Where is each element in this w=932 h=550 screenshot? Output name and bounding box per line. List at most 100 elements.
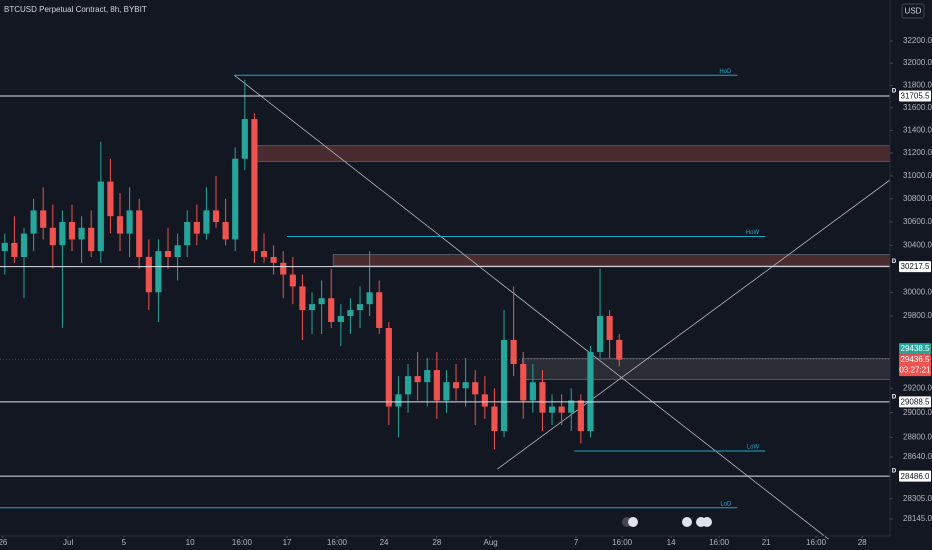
candle-body bbox=[577, 400, 584, 432]
candle-body bbox=[68, 221, 76, 240]
x-tick-label: 28 bbox=[432, 538, 441, 547]
y-tick-label: 30600.0 bbox=[903, 217, 932, 226]
candle-body bbox=[596, 316, 604, 352]
level-price-label: 28486.0 bbox=[901, 472, 930, 481]
candle-body bbox=[529, 382, 536, 401]
x-tick-label: 16:00 bbox=[612, 538, 633, 547]
axis-layer: D 31705.5 D 30217.5 D 29088.5 D 28486.0 32200.0 3… bbox=[0, 36, 932, 547]
y-tick-label: 28145.0 bbox=[903, 514, 932, 523]
level-tag: D bbox=[892, 394, 897, 400]
candle-body bbox=[184, 221, 191, 246]
candle-body bbox=[155, 251, 162, 293]
candle-body bbox=[88, 227, 95, 252]
y-tick-label: 30400.0 bbox=[903, 240, 932, 249]
event-icon[interactable] bbox=[682, 517, 692, 527]
candle-body bbox=[539, 382, 546, 413]
y-tick-label: 32200.0 bbox=[903, 36, 932, 45]
y-tick-label: 30800.0 bbox=[903, 194, 932, 203]
candle-body bbox=[145, 256, 152, 293]
y-tick-label: 31400.0 bbox=[903, 125, 932, 134]
candle-body bbox=[548, 406, 556, 413]
level-tag: D bbox=[892, 89, 897, 95]
candle-body bbox=[318, 298, 325, 305]
candle-body bbox=[59, 221, 66, 246]
zone bbox=[255, 145, 891, 162]
countdown-label: 03:27:21 bbox=[899, 366, 931, 375]
candle-body bbox=[174, 245, 181, 257]
x-tick-label: 5 bbox=[122, 538, 127, 547]
plot: HoD HoW LoW LoD bbox=[0, 69, 891, 540]
mark-price-label: 29438.5 bbox=[901, 344, 930, 353]
y-tick-label: 28640.0 bbox=[903, 452, 932, 461]
candle-body bbox=[558, 406, 565, 413]
x-tick-label: 17 bbox=[283, 538, 292, 547]
candle-body bbox=[616, 339, 623, 360]
candle-body bbox=[347, 310, 354, 317]
candle-body bbox=[366, 292, 373, 305]
level-price-label: 29088.5 bbox=[901, 397, 930, 406]
trendline bbox=[497, 179, 891, 470]
currency-button[interactable] bbox=[901, 3, 925, 19]
y-tick-label: 32000.0 bbox=[903, 58, 932, 67]
candle-body bbox=[232, 158, 239, 240]
x-tick-label: 16:00 bbox=[806, 538, 827, 547]
candle-body bbox=[404, 376, 412, 395]
candle-body bbox=[78, 227, 85, 240]
candle-body bbox=[136, 210, 143, 257]
y-tick-label: 28305.0 bbox=[903, 494, 932, 503]
candle-body bbox=[20, 233, 28, 257]
x-tick-label: 16:00 bbox=[709, 538, 730, 547]
y-tick-label: 31000.0 bbox=[903, 171, 932, 180]
x-tick-label: 14 bbox=[667, 538, 676, 547]
x-tick-label: 28 bbox=[858, 538, 867, 547]
candle-body bbox=[251, 119, 258, 252]
trendline bbox=[234, 74, 829, 540]
y-tick-label: 31800.0 bbox=[903, 80, 932, 89]
candle-body bbox=[568, 400, 575, 413]
candle-body bbox=[299, 286, 306, 311]
y-tick-label: 31200.0 bbox=[903, 148, 932, 157]
y-tick-label: 29000.0 bbox=[903, 408, 932, 417]
candle-body bbox=[30, 210, 37, 234]
candle-body bbox=[193, 221, 200, 234]
candle-body bbox=[510, 339, 517, 365]
level-price-box bbox=[899, 90, 931, 102]
candle-body bbox=[308, 304, 316, 311]
candle-body bbox=[222, 221, 229, 240]
zone bbox=[521, 358, 891, 380]
event-icon[interactable] bbox=[702, 517, 712, 527]
candle-body bbox=[203, 210, 210, 234]
candle-body bbox=[385, 327, 392, 407]
candle-body bbox=[376, 292, 383, 328]
x-tick-label: 26 bbox=[0, 538, 8, 547]
last-price-label: 29436.5 bbox=[901, 355, 930, 364]
candle-body bbox=[472, 382, 479, 395]
candle-body bbox=[414, 376, 421, 383]
level-price-box bbox=[899, 261, 931, 273]
candle-body bbox=[491, 406, 498, 432]
x-tick-label: 7 bbox=[574, 538, 579, 547]
event-icon[interactable] bbox=[628, 517, 638, 527]
candle-body bbox=[97, 181, 104, 252]
candle-body bbox=[433, 370, 440, 401]
x-tick-label: 16:00 bbox=[232, 538, 253, 547]
candle-body bbox=[337, 316, 344, 323]
candle-body bbox=[520, 364, 527, 401]
marked-line-label: LoD bbox=[720, 501, 732, 507]
level-price-box bbox=[899, 396, 931, 408]
currency[interactable]: USD bbox=[905, 7, 922, 16]
candle-body bbox=[395, 394, 402, 407]
x-tick-label: 16:00 bbox=[327, 538, 348, 547]
x-tick-label: 24 bbox=[380, 538, 389, 547]
marked-line-label: LoW bbox=[747, 445, 760, 451]
x-tick-label: 10 bbox=[186, 538, 195, 547]
candle-body bbox=[270, 256, 277, 263]
x-tick-label: Jul bbox=[63, 538, 73, 547]
candle-body bbox=[241, 119, 248, 159]
candle-body bbox=[11, 242, 18, 257]
marked-line-label: HoW bbox=[746, 230, 760, 236]
y-tick-label: 31600.0 bbox=[903, 103, 932, 112]
